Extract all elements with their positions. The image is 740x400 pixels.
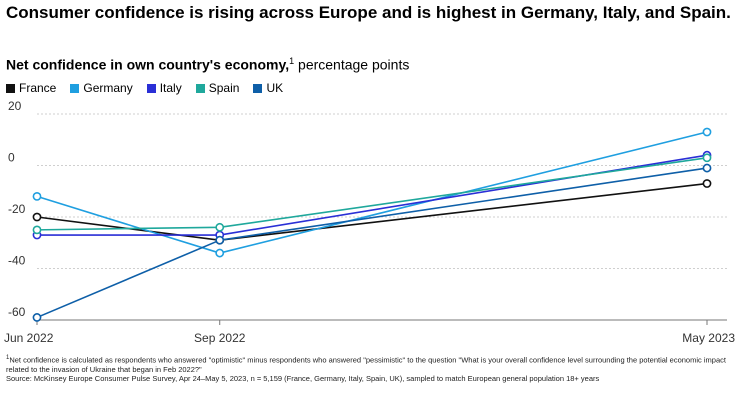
legend-label-italy: Italy xyxy=(159,81,182,95)
subtitle-main: Net confidence in own country's economy, xyxy=(6,56,290,73)
legend-item-uk: UK xyxy=(253,80,283,96)
data-point-spain xyxy=(702,153,712,163)
legend-swatch-germany xyxy=(70,83,80,93)
legend-item-italy: Italy xyxy=(146,80,182,96)
line-chart: 20 0 -20 -40 -60 Jun 2022 Sep 2022 May 2023 xyxy=(4,100,735,345)
chart-footnote: 1Net confidence is calculated as respond… xyxy=(6,354,734,383)
data-point-spain xyxy=(215,222,225,232)
data-point-france xyxy=(32,212,42,222)
chart-subtitle: Net confidence in own country's economy,… xyxy=(6,52,409,74)
footnote-marker: 1 xyxy=(6,355,10,361)
x-tick-label: Jun 2022 xyxy=(4,331,54,345)
x-tick-label: Sep 2022 xyxy=(194,331,246,345)
subtitle-footnote-marker: 1 xyxy=(289,56,295,66)
footnote-definition: 1Net confidence is calculated as respond… xyxy=(6,354,734,374)
legend-swatch-spain xyxy=(195,83,205,93)
data-point-uk xyxy=(215,235,225,245)
data-point-france xyxy=(702,179,712,188)
footnote-source: Source: McKinsey Europe Consumer Pulse S… xyxy=(6,373,600,383)
footnote-text: Net confidence is calculated as responde… xyxy=(6,355,726,374)
x-tick-label: May 2023 xyxy=(682,331,735,345)
y-tick-label: 20 xyxy=(8,100,22,113)
legend-item-france: France xyxy=(6,80,56,96)
data-point-uk xyxy=(32,313,42,322)
legend-swatch-uk xyxy=(253,83,263,93)
data-point-spain xyxy=(32,225,42,235)
data-point-uk xyxy=(702,163,712,173)
legend-item-germany: Germany xyxy=(70,80,133,96)
y-tick-label: -60 xyxy=(8,305,26,319)
subtitle-unit: percentage points xyxy=(294,56,410,73)
y-tick-label: -20 xyxy=(8,202,26,216)
legend-swatch-france xyxy=(6,83,15,93)
y-tick-label: 0 xyxy=(8,151,15,165)
chart-title: Consumer confidence is rising across Eur… xyxy=(6,3,731,22)
y-tick-label: -40 xyxy=(8,254,26,268)
data-point-germany xyxy=(215,248,225,258)
chart-legend: France Germany Italy Spain UK xyxy=(6,80,283,96)
series-line-spain xyxy=(36,156,708,231)
series-line-uk xyxy=(36,167,708,319)
legend-label-spain: Spain xyxy=(208,81,240,95)
legend-label-france: France xyxy=(19,81,57,95)
legend-swatch-italy xyxy=(146,83,156,93)
legend-label-uk: UK xyxy=(266,81,284,95)
data-point-germany xyxy=(702,127,712,137)
legend-label-germany: Germany xyxy=(83,81,133,95)
data-point-germany xyxy=(32,192,42,201)
legend-item-spain: Spain xyxy=(195,80,240,96)
series-line-france xyxy=(36,182,708,241)
